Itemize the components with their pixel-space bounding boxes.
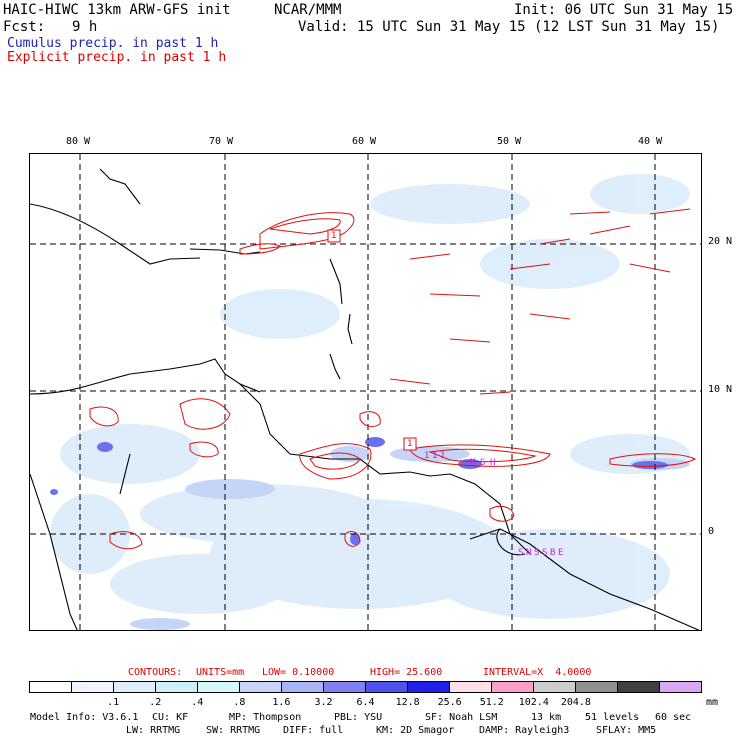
- lat-label-20n: 20 N: [708, 236, 733, 247]
- model-pbl: PBL: YSU: [334, 712, 383, 723]
- explicit-precip-streaks: [389, 208, 691, 395]
- legend-tick-label: .8: [233, 697, 246, 708]
- legend-swatch: [492, 682, 534, 692]
- annotation-1: 1: [424, 451, 430, 461]
- cumulus-precip-label: Cumulus precip. in past 1 h: [7, 36, 219, 51]
- init-time: Init: 06 UTC Sun 31 May 15: [514, 2, 734, 18]
- contours-high: HIGH= 25.600: [370, 667, 443, 678]
- legend-swatch: [30, 682, 72, 692]
- model-mp: MP: Thompson: [229, 712, 302, 723]
- legend-swatch: [324, 682, 366, 692]
- plot-title: HAIC-HIWC 13km ARW-GFS init: [3, 2, 231, 18]
- lat-label-10n: 10 N: [708, 384, 733, 395]
- legend-tick-label: .2: [149, 697, 162, 708]
- model-sf: SF: Noah LSM: [425, 712, 498, 723]
- legend-swatch: [156, 682, 198, 692]
- annotation-7: S: [518, 548, 524, 558]
- legend-swatch: [72, 682, 114, 692]
- forecast-label: Fcst:: [3, 19, 46, 35]
- legend-tick-label: 3.2: [314, 697, 333, 708]
- lon-label-80w: 80 W: [66, 136, 91, 147]
- legend-swatch: [198, 682, 240, 692]
- legend-swatch: [114, 682, 156, 692]
- legend-tick-label: 6.4: [356, 697, 375, 708]
- model-resolution: 13 km: [531, 712, 562, 723]
- legend-unit: mm: [706, 697, 719, 708]
- station-marker-2-label: 1: [407, 439, 413, 449]
- model-damp: DAMP: Rayleigh3: [479, 725, 570, 736]
- annotation-12: E: [558, 548, 564, 558]
- color-legend: [29, 681, 702, 693]
- annotation-6: H: [490, 458, 496, 468]
- legend-tick-label: 102.4: [518, 697, 549, 708]
- legend-tick-label: 1.6: [272, 697, 291, 708]
- contours-low: LOW= 0.10000: [262, 667, 335, 678]
- model-version: Model Info: V3.6.1: [30, 712, 139, 723]
- legend-tick-label: 25.6: [437, 697, 462, 708]
- annotation-11: B: [550, 548, 556, 558]
- forecast-value: 9 h: [72, 19, 98, 35]
- contours-units: UNITS=mm: [196, 667, 245, 678]
- model-cu: CU: KF: [152, 712, 189, 723]
- explicit-precip-label: Explicit precip. in past 1 h: [7, 50, 227, 65]
- valid-time: Valid: 15 UTC Sun 31 May 15 (12 LST Sun …: [298, 19, 720, 35]
- model-sflay: SFLAY: MM5: [596, 725, 657, 736]
- precip-map: 1 1 1 1 1 S M H S N S S B E: [29, 153, 702, 631]
- map-canvas: [30, 154, 701, 630]
- model-diff: DIFF: full: [283, 725, 344, 736]
- legend-swatch: [366, 682, 408, 692]
- organization: NCAR/MMM: [274, 2, 342, 18]
- lon-label-60w: 60 W: [352, 136, 377, 147]
- model-levels: 51 levels: [585, 712, 640, 723]
- legend-swatch: [576, 682, 618, 692]
- station-marker-1-label: 1: [331, 231, 337, 241]
- legend-swatch: [660, 682, 701, 692]
- legend-swatch: [282, 682, 324, 692]
- annotation-4: S: [480, 458, 486, 468]
- legend-tick-label: 51.2: [479, 697, 504, 708]
- lon-label-70w: 70 W: [209, 136, 234, 147]
- model-sw: SW: RRTMG: [206, 725, 261, 736]
- legend-swatch: [450, 682, 492, 692]
- legend-swatch: [534, 682, 576, 692]
- model-km: KM: 2D Smagor: [376, 725, 455, 736]
- model-timestep: 60 sec: [655, 712, 692, 723]
- legend-tick-label: 204.8: [560, 697, 591, 708]
- contours-interval: INTERVAL=X 4.0000: [483, 667, 592, 678]
- station-marker-2: [403, 437, 417, 451]
- explicit-precip-contours: [89, 212, 697, 550]
- lon-label-40w: 40 W: [638, 136, 663, 147]
- legend-tick-label: .4: [191, 697, 204, 708]
- cumulus-precip-fields: [50, 174, 690, 619]
- legend-tick-label: .1: [107, 697, 120, 708]
- station-marker-1: [327, 229, 341, 243]
- graticule: [30, 154, 701, 630]
- annotation-9: S: [534, 548, 540, 558]
- annotation-2: 1: [432, 451, 438, 461]
- coastlines: [30, 168, 700, 630]
- annotation-5: M: [470, 458, 476, 468]
- model-lw: LW: RRTMG: [126, 725, 181, 736]
- annotation-8: N: [526, 548, 532, 558]
- legend-swatch: [618, 682, 660, 692]
- annotation-10: S: [542, 548, 548, 558]
- legend-swatch: [408, 682, 450, 692]
- lat-label-0: 0: [708, 526, 715, 537]
- legend-tick-label: 12.8: [395, 697, 420, 708]
- legend-swatch: [240, 682, 282, 692]
- annotation-3: 1: [440, 451, 446, 461]
- contours-prefix: CONTOURS:: [128, 667, 183, 678]
- lon-label-50w: 50 W: [497, 136, 522, 147]
